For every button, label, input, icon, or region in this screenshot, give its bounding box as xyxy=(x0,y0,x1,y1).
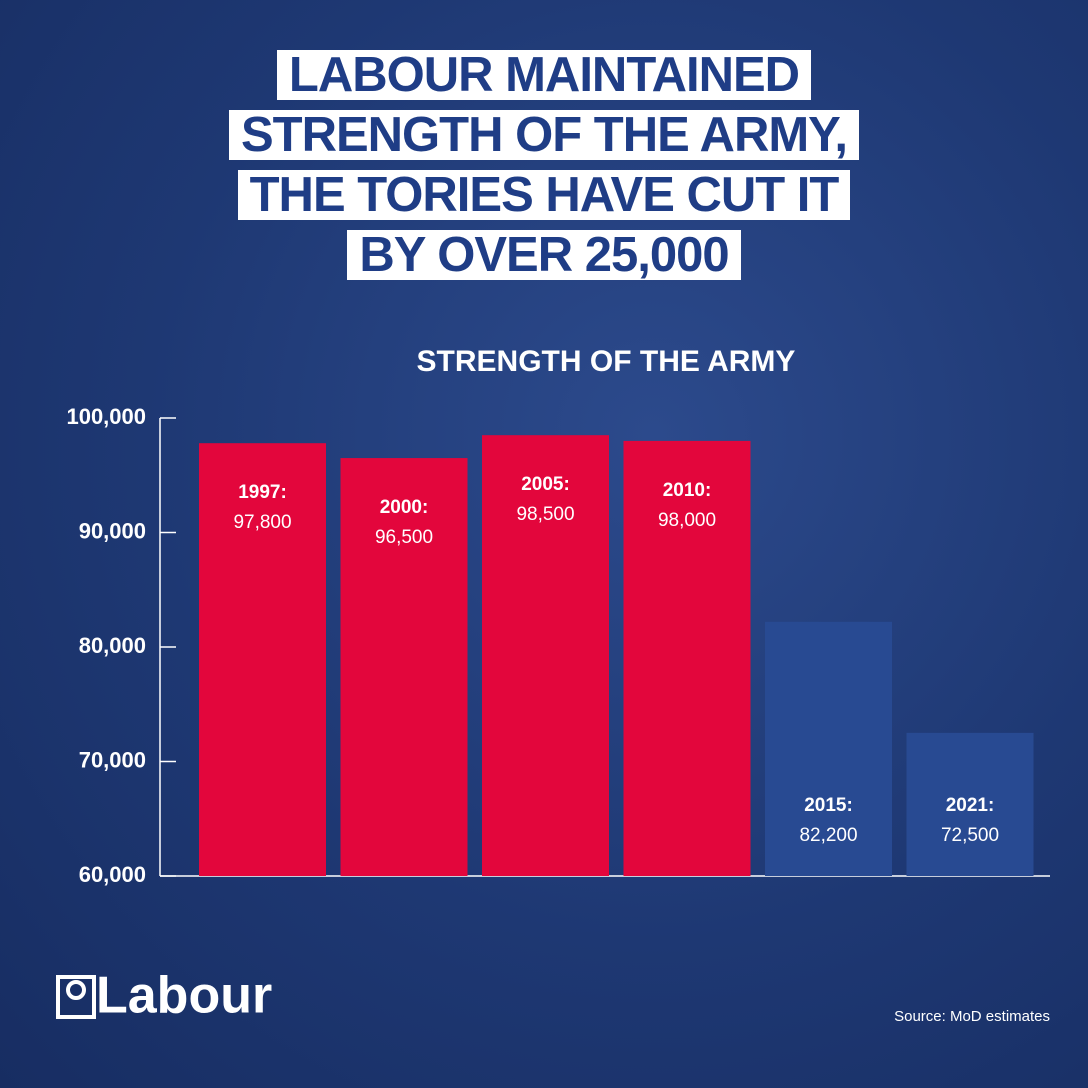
bar xyxy=(623,440,751,876)
bar-value-label: 82,200 xyxy=(799,825,857,846)
title-line-box: LABOUR MAINTAINED xyxy=(0,50,1088,100)
bar-category-label: 2005: xyxy=(521,474,570,495)
logo-icon xyxy=(56,975,96,1019)
bar-category-label: 2021: xyxy=(946,795,995,816)
bar-category-label: 2015: xyxy=(804,795,853,816)
bar-value-label: 96,500 xyxy=(375,527,433,548)
y-tick-label: 60,000 xyxy=(79,862,146,887)
title-line-box: STRENGTH OF THE ARMY, xyxy=(0,110,1088,160)
title-line: LABOUR MAINTAINED xyxy=(276,50,812,100)
bar xyxy=(765,621,892,876)
chart-subtitle: STRENGTH OF THE ARMY xyxy=(417,345,796,378)
title-block: LABOUR MAINTAINED STRENGTH OF THE ARMY, TH… xyxy=(0,50,1088,290)
bar xyxy=(340,458,468,876)
bar-category-label: 1997: xyxy=(238,482,287,503)
source: Source: MoD estimates xyxy=(894,1008,1050,1025)
bar xyxy=(906,732,1034,876)
bar-value-label: 97,800 xyxy=(233,512,291,533)
bar xyxy=(199,443,326,876)
bar-category-label: 2010: xyxy=(663,480,712,501)
title-line-box: THE TORIES HAVE CUT IT xyxy=(0,170,1088,220)
bar xyxy=(482,435,609,876)
bar-value-label: 98,000 xyxy=(658,510,716,531)
title-line-box: BY OVER 25,000 xyxy=(0,230,1088,280)
bar-value-label: 98,500 xyxy=(516,504,574,525)
title-line: BY OVER 25,000 xyxy=(347,230,741,280)
bar-value-label: 72,500 xyxy=(941,825,999,846)
title-line: STRENGTH OF THE ARMY, xyxy=(228,110,860,160)
logo: Labour xyxy=(96,967,272,1025)
y-tick-label: 80,000 xyxy=(79,633,146,658)
title-line: THE TORIES HAVE CUT IT xyxy=(237,170,851,220)
y-tick-label: 90,000 xyxy=(79,518,146,543)
bar-category-label: 2000: xyxy=(380,497,429,518)
y-tick-label: 100,000 xyxy=(66,404,146,429)
y-tick-label: 70,000 xyxy=(79,747,146,772)
